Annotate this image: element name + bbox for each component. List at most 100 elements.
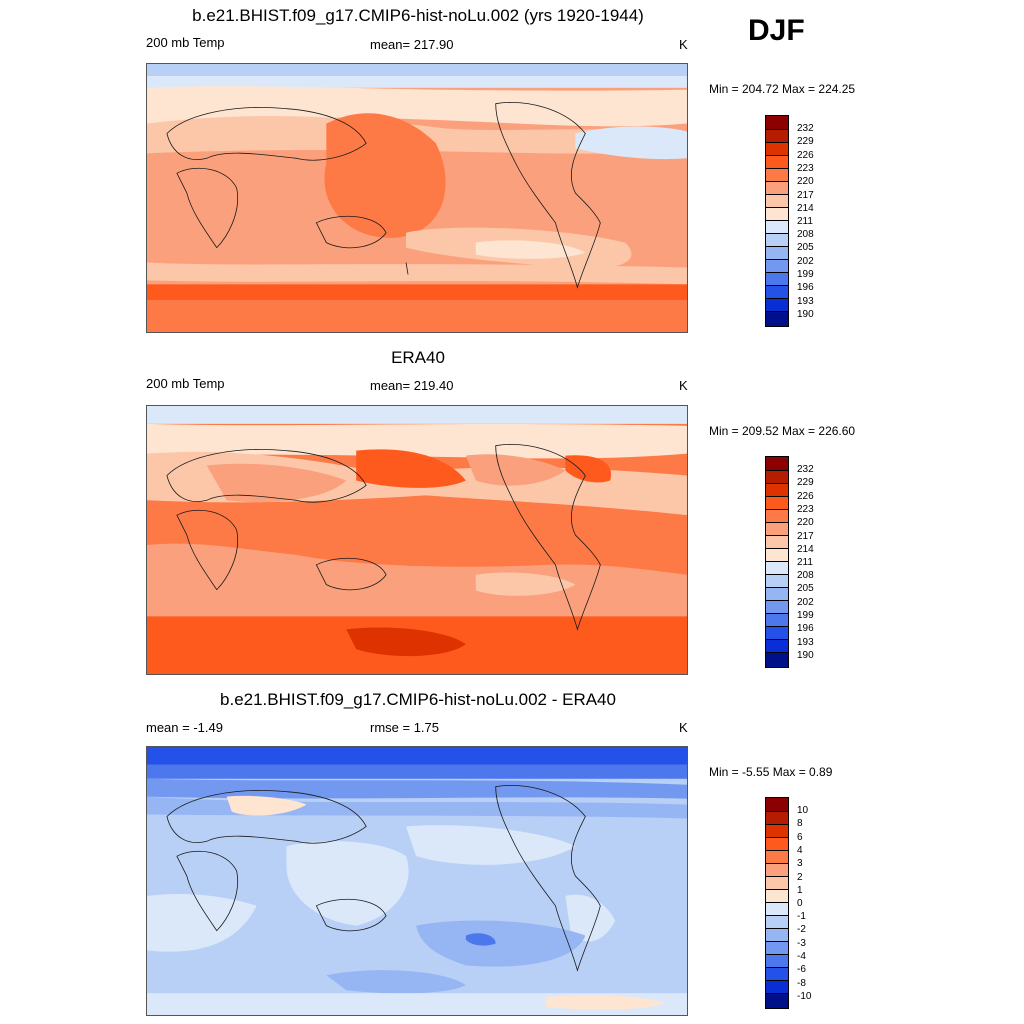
panel2-title: ERA40 xyxy=(391,348,445,367)
season-label: DJF xyxy=(748,14,805,47)
panel3-title: b.e21.BHIST.f09_g17.CMIP6-hist-noLu.002 … xyxy=(220,690,616,709)
swatch-15 xyxy=(766,299,788,312)
panel3-minmax-label: Min = -5.55 Max = 0.89 xyxy=(709,765,833,779)
panel3-colorbar-label: -6 xyxy=(797,964,806,975)
panel1-colorbar-label: 190 xyxy=(797,309,814,320)
panel1-contour-map xyxy=(147,64,687,332)
swatch-10 xyxy=(766,575,788,588)
swatch-8 xyxy=(766,208,788,221)
swatch-12 xyxy=(766,260,788,273)
swatch-5 xyxy=(766,169,788,182)
panel3-colorbar-label: -2 xyxy=(797,924,806,935)
panel1-units-label: K xyxy=(679,37,688,52)
panel2-colorbar-label: 193 xyxy=(797,637,814,648)
swatch-16 xyxy=(766,312,788,326)
swatch-10 xyxy=(766,916,788,929)
swatch-16 xyxy=(766,653,788,667)
panel1-variable-label: 200 mb Temp xyxy=(146,35,225,50)
swatch-5 xyxy=(766,851,788,864)
swatch-14 xyxy=(766,968,788,981)
swatch-13 xyxy=(766,955,788,968)
panel2-colorbar-label: 226 xyxy=(797,491,814,502)
panel2-colorbar xyxy=(765,456,789,668)
panel1-colorbar-label: 208 xyxy=(797,229,814,240)
swatch-16 xyxy=(766,994,788,1008)
panel1-colorbar xyxy=(765,115,789,327)
panel2-colorbar-label: 196 xyxy=(797,623,814,634)
panel1-colorbar-label: 223 xyxy=(797,163,814,174)
panel2-colorbar-label: 214 xyxy=(797,544,814,555)
panel2-colorbar-label: 199 xyxy=(797,610,814,621)
panel3-colorbar-label: 1 xyxy=(797,885,803,896)
swatch-3 xyxy=(766,825,788,838)
swatch-9 xyxy=(766,221,788,234)
panel1-colorbar-label: 217 xyxy=(797,190,814,201)
panel2-colorbar-label: 220 xyxy=(797,517,814,528)
swatch-11 xyxy=(766,247,788,260)
swatch-13 xyxy=(766,273,788,286)
swatch-7 xyxy=(766,877,788,890)
panel1-colorbar-label: 196 xyxy=(797,282,814,293)
swatch-4 xyxy=(766,156,788,169)
panel2-colorbar-label: 229 xyxy=(797,477,814,488)
panel3-colorbar-label: 0 xyxy=(797,898,803,909)
panel3-mean-label: mean = -1.49 xyxy=(146,720,223,735)
panel2-variable-label: 200 mb Temp xyxy=(146,376,225,391)
swatch-11 xyxy=(766,929,788,942)
swatch-11 xyxy=(766,588,788,601)
panel2-map xyxy=(146,405,688,675)
panel1-colorbar-label: 193 xyxy=(797,296,814,307)
panel1-title: b.e21.BHIST.f09_g17.CMIP6-hist-noLu.002 … xyxy=(192,6,644,25)
panel3-colorbar xyxy=(765,797,789,1009)
swatch-10 xyxy=(766,234,788,247)
panel3-colorbar-label: -4 xyxy=(797,951,806,962)
panel2-colorbar-label: 232 xyxy=(797,464,814,475)
panel2-colorbar-label: 205 xyxy=(797,583,814,594)
panel2-mean-label: mean= 219.40 xyxy=(370,378,454,393)
panel3-colorbar-label: 2 xyxy=(797,872,803,883)
swatch-1 xyxy=(766,457,788,471)
swatch-2 xyxy=(766,130,788,143)
panel2-colorbar-label: 190 xyxy=(797,650,814,661)
panel1-colorbar-label: 214 xyxy=(797,203,814,214)
swatch-7 xyxy=(766,195,788,208)
panel3-colorbar-label: 3 xyxy=(797,858,803,869)
panel2-units-label: K xyxy=(679,378,688,393)
panel1-colorbar-label: 202 xyxy=(797,256,814,267)
swatch-7 xyxy=(766,536,788,549)
swatch-12 xyxy=(766,942,788,955)
swatch-3 xyxy=(766,143,788,156)
swatch-12 xyxy=(766,601,788,614)
panel3-colorbar-label: 8 xyxy=(797,818,803,829)
panel2-colorbar-label: 217 xyxy=(797,531,814,542)
panel2-contour-map xyxy=(147,406,687,674)
swatch-1 xyxy=(766,798,788,812)
panel2-colorbar-label: 208 xyxy=(797,570,814,581)
swatch-15 xyxy=(766,640,788,653)
swatch-3 xyxy=(766,484,788,497)
panel3-colorbar-label: 6 xyxy=(797,832,803,843)
swatch-4 xyxy=(766,838,788,851)
swatch-15 xyxy=(766,981,788,994)
swatch-14 xyxy=(766,286,788,299)
panel3-colorbar-label: -10 xyxy=(797,991,812,1002)
swatch-13 xyxy=(766,614,788,627)
panel3-colorbar-label: -3 xyxy=(797,938,806,949)
swatch-2 xyxy=(766,812,788,825)
swatch-6 xyxy=(766,182,788,195)
panel3-rmse-label: rmse = 1.75 xyxy=(370,720,440,735)
swatch-8 xyxy=(766,890,788,903)
swatch-9 xyxy=(766,562,788,575)
panel2-colorbar-label: 202 xyxy=(797,597,814,608)
panel1-map xyxy=(146,63,688,333)
panel3-colorbar-label: -1 xyxy=(797,911,806,922)
panel1-colorbar-label: 205 xyxy=(797,242,814,253)
panel1-colorbar-label: 211 xyxy=(797,216,813,227)
panel2-colorbar-label: 223 xyxy=(797,504,814,515)
panel1-colorbar-label: 199 xyxy=(797,269,814,280)
panel3-colorbar-label: -8 xyxy=(797,978,806,989)
swatch-14 xyxy=(766,627,788,640)
panel3-contour-map xyxy=(147,747,687,1015)
panel3-colorbar-label: 10 xyxy=(797,805,809,816)
panel1-minmax-label: Min = 204.72 Max = 224.25 xyxy=(709,82,856,96)
